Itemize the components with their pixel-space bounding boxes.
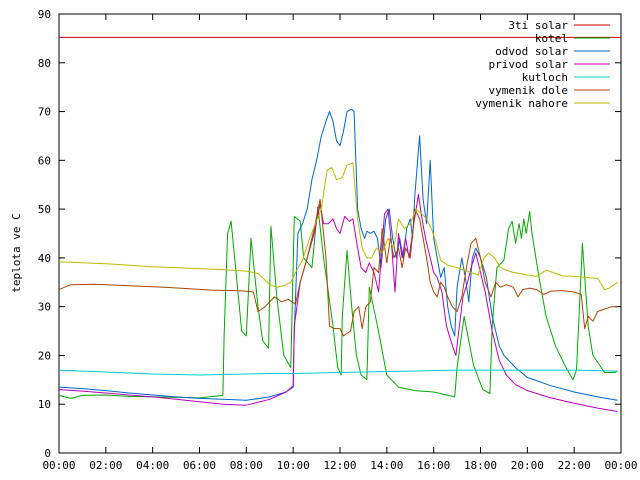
y-tick-label: 10: [38, 398, 51, 411]
legend-label: privod solar: [489, 58, 569, 71]
x-axis: 00:00 02:00 04:00 06:00 08:00 10:00 12:00 14:00…: [42, 14, 638, 472]
legend-label: kutloch: [522, 71, 568, 84]
series-line-kutloch: [58, 369, 618, 376]
y-tick-label: 70: [38, 106, 51, 119]
y-tick-label: 60: [38, 154, 51, 167]
x-tick-label: 00:00: [42, 459, 75, 472]
x-tick-label: 12:00: [323, 459, 356, 472]
x-tick-label: 20:00: [511, 459, 544, 472]
series-line-vymenik-nahore: [58, 162, 618, 291]
x-tick-label: 06:00: [183, 459, 216, 472]
y-axis-label: teplota ve C: [10, 213, 23, 292]
legend-label: odvod solar: [495, 45, 568, 58]
x-tick-label: 10:00: [277, 459, 310, 472]
x-tick-label: 14:00: [370, 459, 403, 472]
series-line-vymenik-dole: [58, 198, 618, 337]
y-tick-label: 30: [38, 301, 51, 314]
series-layer: [58, 36, 621, 412]
legend-label: 3ti solar: [508, 19, 568, 32]
y-axis: 0 10 20 30 40 50 60 70 80 90: [38, 8, 621, 460]
series-line-privod-solar: [58, 194, 618, 412]
series-line-odvod-solar: [58, 108, 618, 401]
x-tick-label: 02:00: [89, 459, 122, 472]
legend-label: kotel: [535, 32, 568, 45]
y-tick-label: 20: [38, 349, 51, 362]
legend-label: vymenik nahore: [475, 97, 568, 110]
x-tick-label: 22:00: [558, 459, 591, 472]
y-tick-label: 50: [38, 203, 51, 216]
legend-label: vymenik dole: [489, 84, 568, 97]
x-tick-label: 18:00: [464, 459, 497, 472]
y-tick-label: 40: [38, 252, 51, 265]
x-tick-label: 16:00: [417, 459, 450, 472]
x-tick-label: 04:00: [136, 459, 169, 472]
x-tick-label: 00:00: [604, 459, 637, 472]
y-tick-label: 0: [44, 447, 51, 460]
x-tick-label: 08:00: [230, 459, 263, 472]
y-tick-label: 90: [38, 8, 51, 21]
y-tick-label: 80: [38, 57, 51, 70]
